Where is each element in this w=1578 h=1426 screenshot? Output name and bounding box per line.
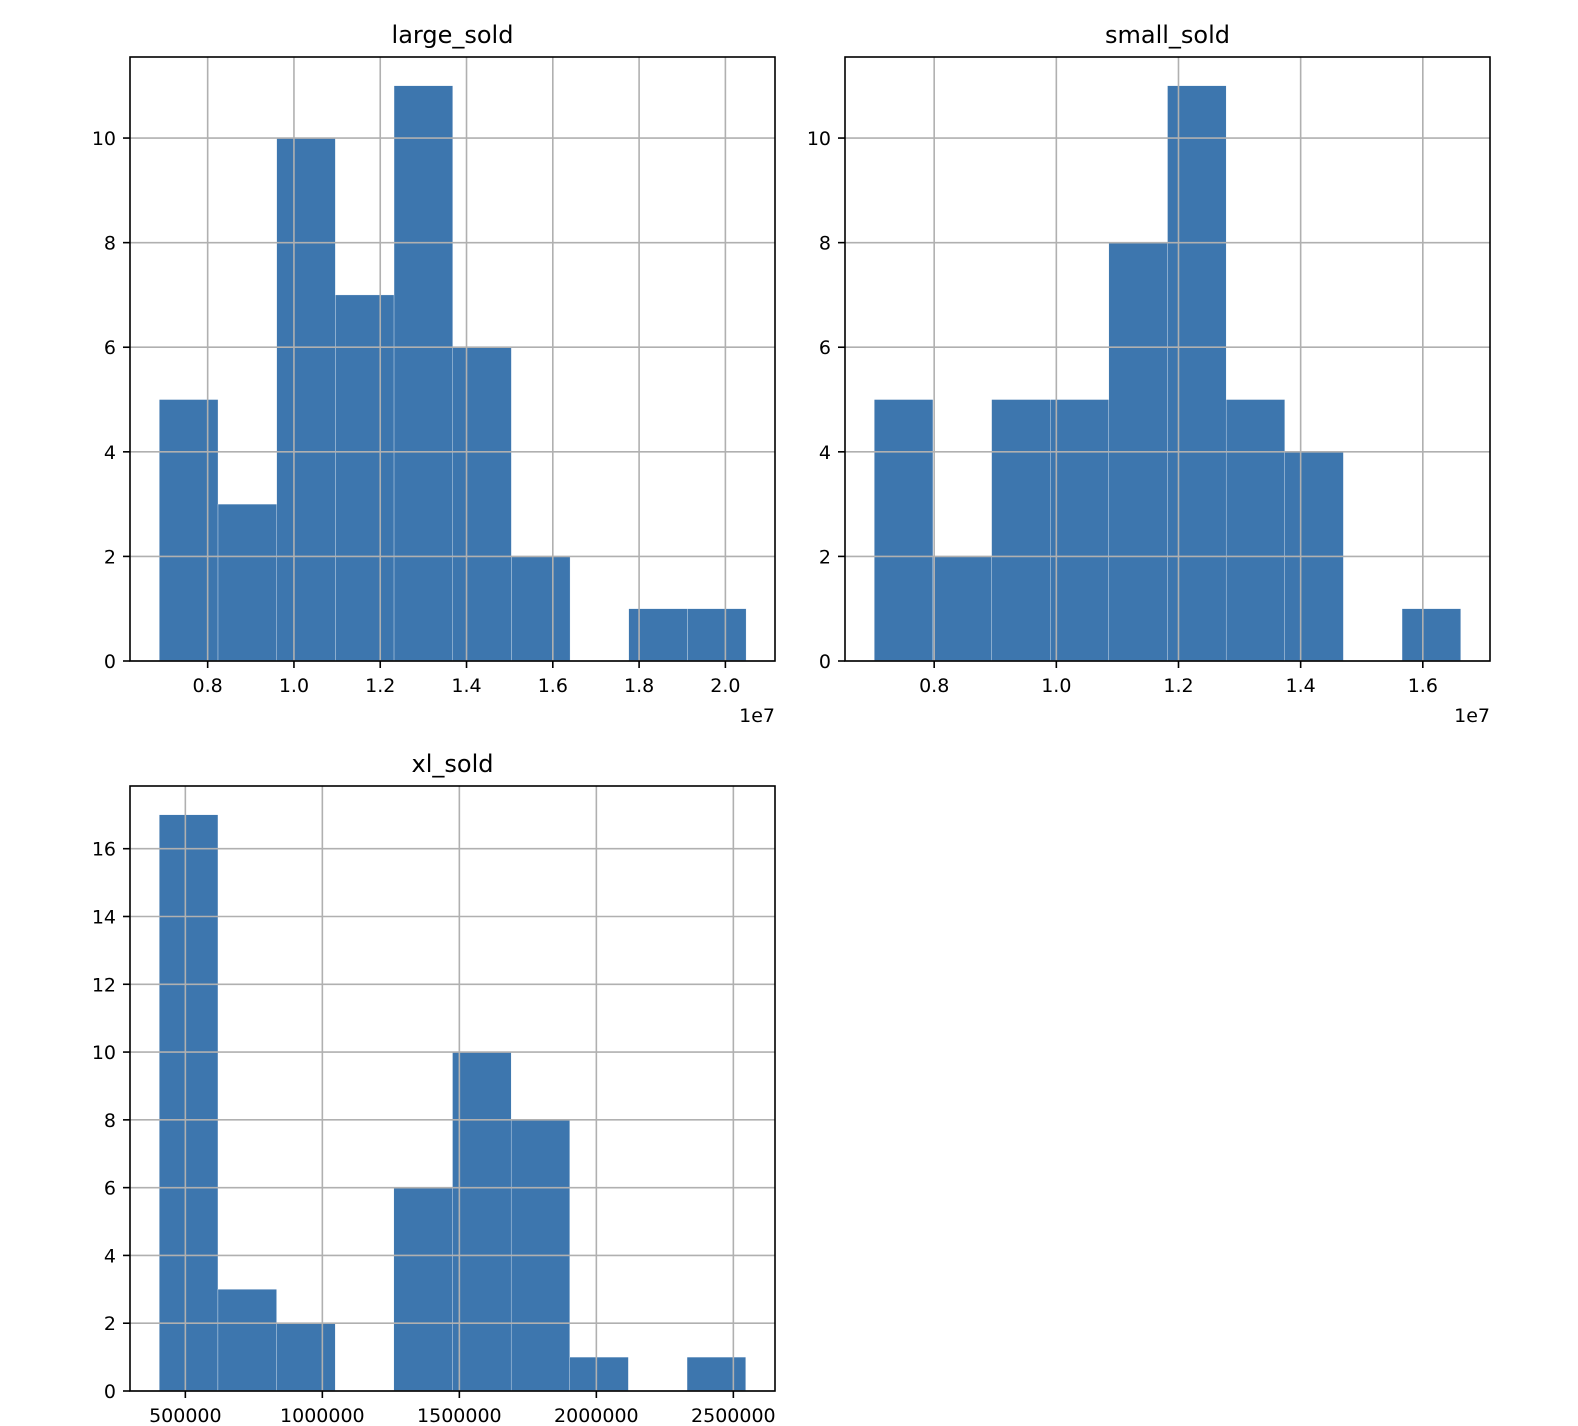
xl-sold-bar-9 <box>686 1356 746 1392</box>
small-sold-bar-9 <box>1401 608 1461 662</box>
small-sold-y-tick-label-0: 0 <box>819 651 831 673</box>
small-sold-x-tick-label-0: 0.8 <box>919 675 949 697</box>
large-sold-y-tick-label-0: 0 <box>104 651 116 673</box>
large-sold-offset-label: 1e7 <box>739 705 775 727</box>
large-sold-x-tick-label-0: 0.8 <box>193 675 223 697</box>
small-sold-bar-6 <box>1225 399 1285 662</box>
large-sold-title: large_sold <box>392 21 514 49</box>
small-sold-x-tick-label-2: 1.2 <box>1163 675 1193 697</box>
xl-sold-y-tick-label-8: 16 <box>92 839 116 861</box>
small-sold-bar-1 <box>932 556 992 662</box>
large-sold-x-tick-label-5: 1.8 <box>624 675 654 697</box>
xl-sold-axes-frame <box>129 785 776 1392</box>
large-sold-histogram: 0.8 1.0 1.2 1.4 1.6 1.8 2.0 0 2 4 6 8 10 large_sold 1e… <box>92 21 776 727</box>
large-sold-x-tick-label-4: 1.6 <box>538 675 568 697</box>
small-sold-y-tick-label-2: 4 <box>819 442 831 464</box>
large-sold-axes-frame <box>129 56 776 662</box>
small-sold-bars <box>874 85 1461 662</box>
large-sold-y-tick-label-3: 6 <box>104 337 116 359</box>
large-sold-bar-9 <box>687 608 747 662</box>
large-sold-bar-3 <box>335 294 395 662</box>
small-sold-x-tick-label-3: 1.4 <box>1286 675 1316 697</box>
small-sold-x-tick-label-4: 1.6 <box>1408 675 1438 697</box>
xl-sold-y-tick-label-7: 14 <box>92 906 116 928</box>
xl-sold-y-tick-label-1: 2 <box>104 1313 116 1335</box>
large-sold-y-tick-label-1: 2 <box>104 546 116 568</box>
xl-sold-bar-0 <box>159 814 219 1392</box>
large-sold-y-tick-label-4: 8 <box>104 233 116 255</box>
xl-sold-y-tick-label-4: 8 <box>104 1110 116 1132</box>
xl-sold-bar-1 <box>217 1289 277 1392</box>
xl-sold-bar-5 <box>452 1051 512 1392</box>
xl-sold-y-tick-label-3: 6 <box>104 1178 116 1200</box>
large-sold-x-tick-label-3: 1.4 <box>451 675 481 697</box>
large-sold-x-tick-label-6: 2.0 <box>710 675 740 697</box>
xl-sold-bar-7 <box>569 1356 629 1392</box>
xl-sold-histogram: 500000 1000000 1500000 2000000 2500000 0 2 4 6 8 1… <box>92 750 776 1426</box>
large-sold-bar-8 <box>628 608 688 662</box>
small-sold-offset-label: 1e7 <box>1454 705 1490 727</box>
xl-sold-bar-2 <box>276 1323 336 1392</box>
xl-sold-bars <box>159 814 746 1392</box>
large-sold-bars <box>159 85 747 662</box>
xl-sold-bar-4 <box>393 1187 453 1392</box>
large-sold-y-tick-label-2: 4 <box>104 442 116 464</box>
xl-sold-x-tick-label-3: 2000000 <box>554 1405 639 1426</box>
xl-sold-y-tick-label-0: 0 <box>104 1381 116 1403</box>
small-sold-y-tick-label-5: 10 <box>807 128 831 150</box>
xl-sold-x-tick-label-0: 500000 <box>149 1405 222 1426</box>
large-sold-bar-6 <box>511 556 571 662</box>
large-sold-bar-5 <box>452 347 512 662</box>
large-sold-grid <box>130 57 775 662</box>
small-sold-bar-3 <box>1050 399 1110 662</box>
small-sold-histogram: 0.8 1.0 1.2 1.4 1.6 0 2 4 6 8 10 small_sold 1e7 <box>807 21 1491 727</box>
large-sold-bar-1 <box>217 503 277 662</box>
large-sold-x-tick-label-2: 1.2 <box>365 675 395 697</box>
xl-sold-x-tick-label-1: 1000000 <box>280 1405 365 1426</box>
small-sold-bar-0 <box>874 399 934 662</box>
small-sold-y-tick-label-3: 6 <box>819 337 831 359</box>
small-sold-bar-5 <box>1167 85 1227 662</box>
large-sold-y-tick-label-5: 10 <box>92 128 116 150</box>
large-sold-bar-4 <box>393 85 453 662</box>
xl-sold-x-tick-label-4: 2500000 <box>691 1405 776 1426</box>
xl-sold-grid <box>130 786 775 1392</box>
small-sold-title: small_sold <box>1105 21 1230 49</box>
large-sold-bar-2 <box>276 137 336 662</box>
xl-sold-y-tick-label-6: 12 <box>92 974 116 996</box>
xl-sold-title: xl_sold <box>412 750 494 778</box>
xl-sold-y-tick-label-5: 10 <box>92 1042 116 1064</box>
xl-sold-y-tick-label-2: 4 <box>104 1245 116 1267</box>
xl-sold-x-tick-label-2: 1500000 <box>417 1405 502 1426</box>
small-sold-y-tick-label-4: 8 <box>819 233 831 255</box>
small-sold-axes-frame <box>844 56 1491 662</box>
small-sold-bar-2 <box>991 399 1051 662</box>
small-sold-y-tick-label-1: 2 <box>819 546 831 568</box>
large-sold-x-tick-label-1: 1.0 <box>279 675 309 697</box>
large-sold-bar-0 <box>159 399 219 662</box>
small-sold-x-tick-label-1: 1.0 <box>1041 675 1071 697</box>
